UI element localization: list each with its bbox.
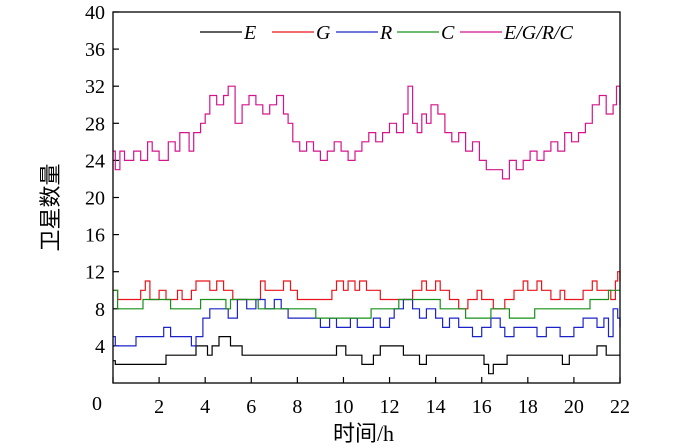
x-tick-labels: 2 4 6 8 10 12 14 16 18 20 22: [154, 396, 630, 418]
series-line-e-g-r-c: [113, 85, 621, 180]
series-line-r: [113, 298, 621, 347]
y-tick-label: 8: [95, 299, 105, 321]
y-tick-labels: 4 8 12 16 20 24 28 32 36 40: [85, 2, 105, 358]
series-line-g: [113, 271, 621, 310]
y-tick-label: 32: [85, 76, 105, 98]
y-tick-label: 4: [95, 336, 105, 358]
x-tick-label: 2: [154, 396, 164, 418]
legend-label: R: [379, 22, 392, 44]
legend-label: E/G/R/C: [503, 22, 574, 44]
plot-frame: [112, 11, 621, 384]
x-tick-label: 8: [292, 396, 302, 418]
y-tick-label: 28: [85, 113, 105, 135]
y-tick-label: 12: [85, 262, 105, 284]
y-axis-title: 卫星数量: [38, 163, 63, 251]
legend-label: C: [441, 22, 455, 44]
x-tick-label: 10: [333, 396, 353, 418]
series-line-c: [113, 289, 620, 319]
y-zero-label: 0: [92, 393, 102, 415]
x-tick-label: 20: [564, 396, 584, 418]
y-tick-label: 20: [85, 188, 105, 210]
x-axis-title: 时间/h: [333, 421, 394, 446]
series-lines: [113, 85, 621, 375]
x-tick-label: 4: [200, 396, 210, 418]
legend-label: G: [316, 22, 331, 44]
y-tick-label: 24: [85, 150, 105, 172]
y-tick-label: 16: [85, 225, 105, 247]
y-tick-label: 40: [85, 2, 105, 24]
x-tick-label: 16: [472, 396, 492, 418]
y-tick-label: 36: [85, 39, 105, 61]
x-tick-label: 14: [426, 396, 446, 418]
x-tick-label: 22: [610, 396, 630, 418]
x-tick-label: 18: [518, 396, 538, 418]
legend-label: E: [243, 22, 256, 44]
legend: E G R C E/G/R/C: [200, 22, 574, 44]
x-tick-label: 12: [380, 396, 400, 418]
series-line-e: [113, 336, 620, 375]
x-tick-label: 6: [246, 396, 256, 418]
